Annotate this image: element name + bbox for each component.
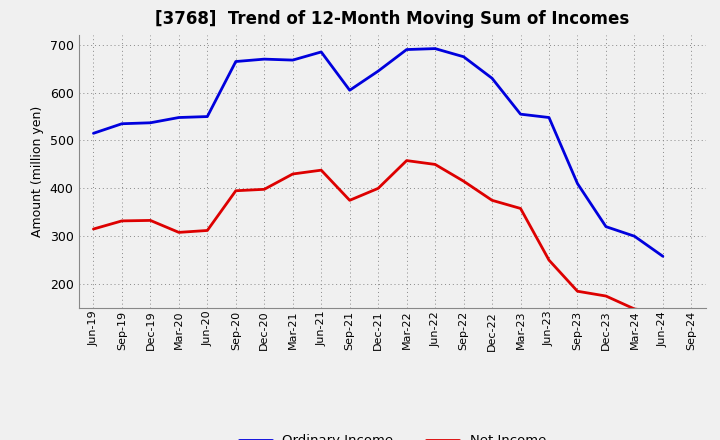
Ordinary Income [117, 121, 126, 126]
Ordinary Income [317, 49, 325, 55]
Net Income [487, 198, 496, 203]
Ordinary Income [89, 131, 98, 136]
Line: Net Income: Net Income [94, 161, 663, 313]
Ordinary Income [174, 115, 183, 120]
Ordinary Income [431, 46, 439, 51]
Net Income [431, 162, 439, 167]
Ordinary Income [232, 59, 240, 64]
Net Income [346, 198, 354, 203]
Ordinary Income [289, 58, 297, 63]
Ordinary Income [602, 224, 611, 229]
Ordinary Income [146, 120, 155, 125]
Net Income [117, 218, 126, 224]
Ordinary Income [545, 115, 554, 120]
Net Income [232, 188, 240, 194]
Net Income [203, 228, 212, 233]
Ordinary Income [516, 111, 525, 117]
Net Income [146, 218, 155, 223]
Title: [3768]  Trend of 12-Month Moving Sum of Incomes: [3768] Trend of 12-Month Moving Sum of I… [156, 10, 629, 28]
Ordinary Income [402, 47, 411, 52]
Net Income [402, 158, 411, 163]
Ordinary Income [374, 69, 382, 74]
Net Income [630, 306, 639, 312]
Ordinary Income [487, 76, 496, 81]
Ordinary Income [346, 88, 354, 93]
Net Income [545, 257, 554, 263]
Net Income [174, 230, 183, 235]
Y-axis label: Amount (million yen): Amount (million yen) [31, 106, 44, 237]
Net Income [374, 186, 382, 191]
Net Income [659, 310, 667, 315]
Net Income [260, 187, 269, 192]
Net Income [516, 206, 525, 211]
Net Income [459, 179, 468, 184]
Net Income [89, 227, 98, 232]
Net Income [602, 293, 611, 299]
Legend: Ordinary Income, Net Income: Ordinary Income, Net Income [233, 429, 552, 440]
Ordinary Income [573, 181, 582, 186]
Ordinary Income [659, 254, 667, 259]
Ordinary Income [459, 54, 468, 59]
Net Income [289, 171, 297, 176]
Line: Ordinary Income: Ordinary Income [94, 48, 663, 257]
Net Income [573, 289, 582, 294]
Ordinary Income [203, 114, 212, 119]
Ordinary Income [260, 56, 269, 62]
Net Income [317, 168, 325, 173]
Ordinary Income [630, 234, 639, 239]
